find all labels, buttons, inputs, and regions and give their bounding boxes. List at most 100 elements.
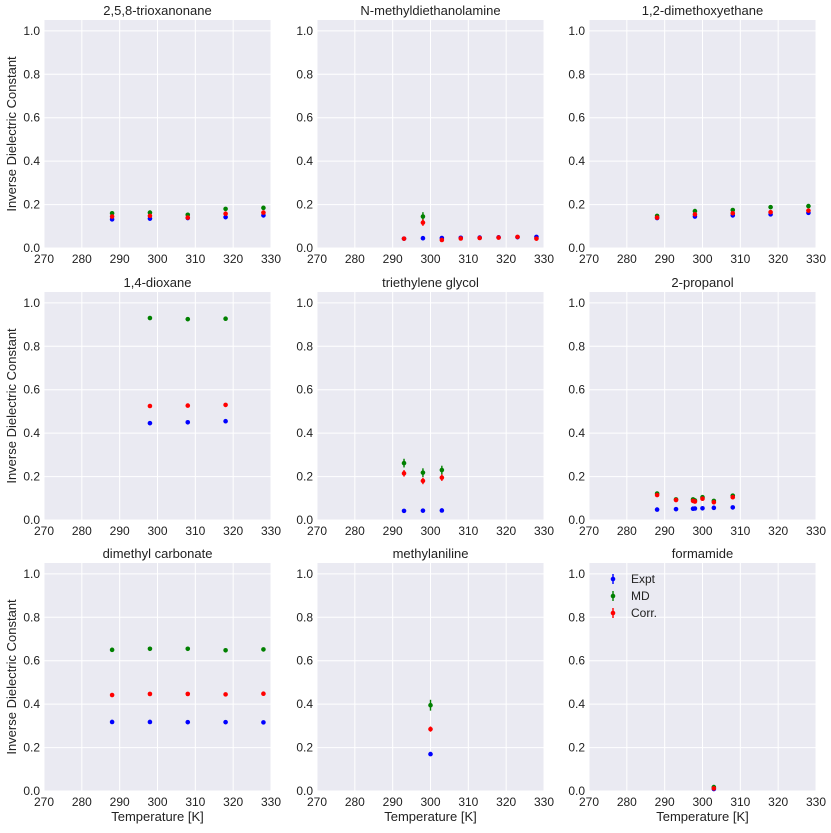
data-point-corr: [806, 208, 811, 213]
y-tick-label: 0.8: [568, 610, 585, 624]
y-tick-label: 0.0: [23, 784, 40, 798]
y-tick-label: 0.0: [296, 513, 313, 527]
y-tick-label: 1.0: [296, 24, 313, 38]
data-point-md: [109, 210, 115, 216]
x-tick-label: 280: [617, 795, 637, 809]
data-point-corr: [147, 691, 153, 697]
subplot-title: 2,5,8-trioxanonane: [103, 3, 211, 18]
x-tick-label: 290: [655, 795, 675, 809]
y-tick-label: 0.0: [296, 784, 313, 798]
x-tick-label: 270: [579, 524, 599, 538]
x-tick-label: 290: [110, 524, 130, 538]
data-point-md: [261, 205, 266, 211]
subplot-title: formamide: [672, 546, 733, 561]
data-point-corr: [420, 220, 426, 225]
x-tick-label: 290: [383, 252, 403, 266]
x-tick-label: 300: [420, 795, 440, 809]
data-point-md: [147, 210, 153, 215]
x-tick-label: 320: [496, 795, 516, 809]
y-tick-label: 0.4: [296, 697, 313, 711]
data-point-md: [420, 214, 426, 219]
subplot-6: 270 280 290 300 310 320 330 0.0 0.2 0.4 0.6 0.8 1.0 d…: [4, 546, 281, 824]
x-tick-label: 280: [72, 795, 92, 809]
x-tick-label: 300: [147, 795, 167, 809]
x-tick-label: 290: [655, 252, 675, 266]
data-point-corr: [458, 236, 464, 241]
x-tick-label: 310: [458, 795, 478, 809]
x-tick-label: 310: [185, 252, 205, 266]
data-point-md: [730, 207, 736, 213]
y-tick-label: 0.6: [568, 383, 585, 397]
y-tick-label: 0.2: [296, 741, 313, 755]
x-tick-label: 320: [768, 252, 788, 266]
y-tick-label: 1.0: [23, 567, 40, 581]
data-point-corr: [147, 213, 153, 219]
x-tick-label: 300: [692, 252, 712, 266]
y-tick-label: 0.4: [23, 426, 40, 440]
y-tick-label: 0.8: [296, 67, 313, 81]
x-tick-label: 270: [34, 524, 54, 538]
y-tick-label: 1.0: [568, 296, 585, 310]
y-tick-label: 0.8: [296, 339, 313, 353]
y-tick-label: 0.2: [23, 198, 40, 212]
y-tick-label: 0.4: [568, 426, 585, 440]
legend-marker: [610, 593, 616, 599]
y-tick-label: 0.2: [296, 470, 313, 484]
subplot-3: 270 280 290 300 310 320 330 0.0 0.2 0.4 0.6 0.8 1.0 1…: [4, 275, 281, 538]
data-point-md: [768, 204, 773, 210]
y-tick-label: 0.4: [568, 697, 585, 711]
data-point-md: [109, 647, 115, 653]
y-tick-label: 0.2: [23, 470, 40, 484]
data-point-corr: [515, 234, 520, 240]
x-tick-label: 280: [72, 524, 92, 538]
data-point-expt: [692, 506, 698, 511]
x-tick-label: 270: [579, 252, 599, 266]
y-tick-label: 1.0: [23, 24, 40, 38]
y-axis-label: Inverse Dielectric Constant: [4, 56, 19, 212]
data-point-corr: [223, 402, 228, 408]
x-tick-label: 270: [34, 795, 54, 809]
legend: Expt MD Corr.: [610, 572, 657, 620]
data-point-corr: [692, 212, 698, 217]
x-tick-label: 320: [496, 524, 516, 538]
y-tick-label: 0.8: [296, 610, 313, 624]
x-axis-label: Temperature [K]: [384, 809, 477, 824]
y-tick-label: 1.0: [568, 24, 585, 38]
x-tick-label: 330: [534, 795, 554, 809]
y-tick-label: 0.8: [23, 610, 40, 624]
subplot-2: 270 280 290 300 310 320 330 0.0 0.2 0.4 0.6 0.8 1.0 1…: [568, 3, 826, 266]
x-tick-label: 270: [307, 252, 327, 266]
data-point-expt: [730, 505, 736, 510]
y-tick-label: 0.8: [23, 67, 40, 81]
y-tick-label: 0.8: [568, 339, 585, 353]
x-tick-label: 270: [579, 795, 599, 809]
x-tick-label: 310: [458, 524, 478, 538]
data-point-expt: [654, 507, 660, 512]
data-point-corr: [185, 691, 191, 697]
x-tick-label: 280: [345, 795, 365, 809]
data-point-expt: [223, 418, 228, 424]
x-axis-label: Temperature [K]: [111, 809, 204, 824]
subplot-title: triethylene glycol: [382, 275, 479, 290]
data-point-md: [223, 206, 228, 212]
x-tick-label: 320: [223, 795, 243, 809]
data-point-expt: [109, 719, 115, 725]
data-point-expt: [420, 508, 426, 513]
x-tick-label: 300: [147, 252, 167, 266]
x-tick-label: 290: [110, 795, 130, 809]
subplot-1: 270 280 290 300 310 320 330 0.0 0.2 0.4 0.6 0.8 1.0 N…: [296, 3, 554, 266]
data-point-md: [147, 315, 153, 321]
data-point-md: [420, 470, 426, 475]
x-tick-label: 300: [420, 524, 440, 538]
subplot-5: 270 280 290 300 310 320 330 0.0 0.2 0.4 0.6 0.8 1.0 2…: [568, 275, 826, 538]
data-point-expt: [673, 506, 679, 512]
data-point-md: [223, 647, 228, 653]
legend-label: MD: [631, 589, 650, 603]
data-point-corr: [730, 494, 736, 500]
data-point-corr: [223, 692, 228, 697]
y-tick-label: 0.6: [23, 654, 40, 668]
subplot-title: dimethyl carbonate: [103, 546, 213, 561]
data-point-corr: [185, 215, 191, 220]
y-tick-label: 0.2: [568, 741, 585, 755]
